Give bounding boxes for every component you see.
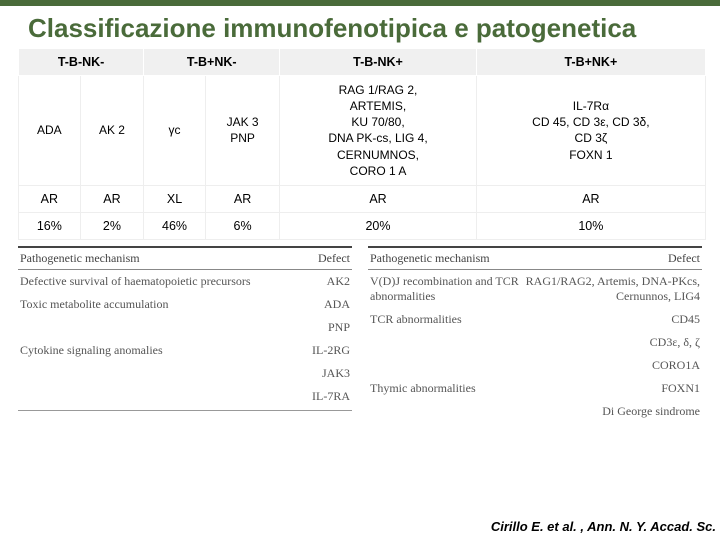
sub-cell: Toxic metabolite accumulation xyxy=(18,293,301,316)
sub-cell: CORO1A xyxy=(523,354,702,377)
gene-cell: IL-7RαCD 45, CD 3ε, CD 3δ,CD 3ζFOXN 1 xyxy=(476,75,705,185)
sub-cell: Thymic abnormalities xyxy=(368,377,523,400)
page-title: Classificazione immunofenotipica e patog… xyxy=(0,6,720,48)
col-header: T-B-NK+ xyxy=(280,48,477,75)
inh-cell: AR xyxy=(476,186,705,213)
sub-cell xyxy=(18,362,301,385)
inheritance-row: AR AR XL AR AR AR xyxy=(19,186,706,213)
percent-row: 16% 2% 46% 6% 20% 10% xyxy=(19,213,706,240)
sub-cell: FOXN1 xyxy=(523,377,702,400)
sub-cell xyxy=(18,316,301,339)
inh-cell: XL xyxy=(144,186,206,213)
sub-cell: Di George sindrome xyxy=(523,400,702,423)
sub-col-header: Defect xyxy=(523,247,702,270)
pct-cell: 46% xyxy=(144,213,206,240)
pct-cell: 10% xyxy=(476,213,705,240)
inh-cell: AR xyxy=(80,186,143,213)
citation-text: Cirillo E. et al. , Ann. N. Y. Accad. Sc… xyxy=(491,519,716,534)
pct-cell: 2% xyxy=(80,213,143,240)
sub-col-header: Pathogenetic mechanism xyxy=(18,247,301,270)
sub-cell: RAG1/RAG2, Artemis, DNA-PKcs, Cernunnos,… xyxy=(523,270,702,309)
pct-cell: 16% xyxy=(19,213,81,240)
sub-cell: PNP xyxy=(301,316,352,339)
col-header: T-B-NK- xyxy=(19,48,144,75)
sub-cell: V(D)J recombination and TCR abnormalitie… xyxy=(368,270,523,309)
sub-col-header: Defect xyxy=(301,247,352,270)
sub-col-header: Pathogenetic mechanism xyxy=(368,247,523,270)
sub-cell: ADA xyxy=(301,293,352,316)
table-header-row: T-B-NK- T-B+NK- T-B-NK+ T-B+NK+ xyxy=(19,48,706,75)
pct-cell: 20% xyxy=(280,213,477,240)
sub-cell xyxy=(368,331,523,354)
sub-cell: Cytokine signaling anomalies xyxy=(18,339,301,362)
sub-cell xyxy=(18,385,301,408)
inh-cell: AR xyxy=(19,186,81,213)
right-mechanism-table: Pathogenetic mechanism Defect V(D)J reco… xyxy=(368,246,702,423)
inh-cell: AR xyxy=(205,186,279,213)
sub-cell xyxy=(368,354,523,377)
gene-cell: AK 2 xyxy=(80,75,143,185)
sub-tables-container: Pathogenetic mechanism Defect Defective … xyxy=(18,246,702,423)
sub-cell: AK2 xyxy=(301,270,352,294)
sub-cell: JAK3 xyxy=(301,362,352,385)
col-header: T-B+NK- xyxy=(144,48,280,75)
col-header: T-B+NK+ xyxy=(476,48,705,75)
table-bottom-rule xyxy=(18,410,352,411)
left-mechanism-table: Pathogenetic mechanism Defect Defective … xyxy=(18,246,352,408)
gene-cell: ADA xyxy=(19,75,81,185)
sub-cell: Defective survival of haematopoietic pre… xyxy=(18,270,301,294)
genes-row: ADA AK 2 γc JAK 3PNP RAG 1/RAG 2,ARTEMIS… xyxy=(19,75,706,185)
gene-cell: JAK 3PNP xyxy=(205,75,279,185)
sub-cell: IL-2RG xyxy=(301,339,352,362)
sub-cell: IL-7RA xyxy=(301,385,352,408)
sub-cell xyxy=(368,400,523,423)
sub-cell: TCR abnormalities xyxy=(368,308,523,331)
gene-cell: RAG 1/RAG 2,ARTEMIS,KU 70/80,DNA PK-cs, … xyxy=(280,75,477,185)
pct-cell: 6% xyxy=(205,213,279,240)
inh-cell: AR xyxy=(280,186,477,213)
gene-cell: γc xyxy=(144,75,206,185)
sub-cell: CD3ε, δ, ζ xyxy=(523,331,702,354)
classification-table: T-B-NK- T-B+NK- T-B-NK+ T-B+NK+ ADA AK 2… xyxy=(18,48,706,240)
sub-cell: CD45 xyxy=(523,308,702,331)
